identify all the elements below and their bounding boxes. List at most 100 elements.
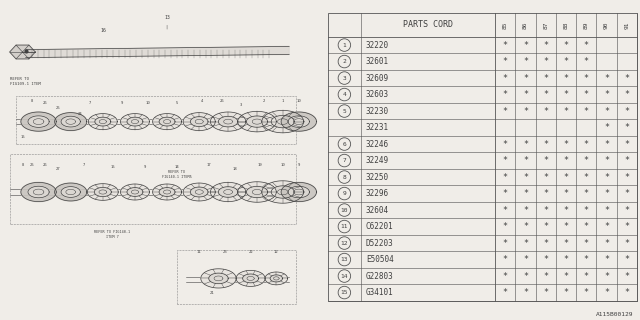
Text: 5: 5 — [175, 101, 178, 105]
Polygon shape — [218, 116, 238, 127]
Text: *: * — [584, 222, 589, 231]
Text: 17: 17 — [207, 164, 211, 167]
Text: *: * — [604, 272, 609, 281]
Text: 3: 3 — [342, 76, 346, 81]
Text: 24: 24 — [78, 112, 83, 116]
Text: 9: 9 — [298, 164, 300, 167]
Text: 32601: 32601 — [366, 57, 389, 66]
Text: *: * — [584, 288, 589, 297]
Text: 2: 2 — [342, 59, 346, 64]
Text: 8: 8 — [31, 100, 33, 103]
Polygon shape — [10, 45, 35, 59]
Text: *: * — [543, 107, 548, 116]
Polygon shape — [243, 274, 259, 283]
Text: *: * — [523, 222, 528, 231]
Polygon shape — [183, 113, 215, 131]
Text: 25: 25 — [56, 106, 60, 110]
Text: 91: 91 — [624, 21, 629, 28]
Text: *: * — [502, 189, 508, 198]
Text: *: * — [584, 57, 589, 66]
Text: 10: 10 — [280, 164, 285, 167]
Text: *: * — [584, 140, 589, 148]
Polygon shape — [265, 272, 287, 285]
Text: *: * — [604, 189, 609, 198]
Polygon shape — [262, 181, 303, 203]
Polygon shape — [238, 182, 276, 202]
Text: *: * — [502, 41, 508, 50]
Text: G22803: G22803 — [366, 272, 394, 281]
Polygon shape — [190, 187, 208, 197]
Text: 1: 1 — [342, 43, 346, 48]
Polygon shape — [94, 188, 111, 196]
Text: *: * — [502, 272, 508, 281]
Text: *: * — [584, 205, 589, 214]
Text: *: * — [604, 74, 609, 83]
Text: *: * — [502, 107, 508, 116]
Text: *: * — [563, 189, 568, 198]
Text: *: * — [563, 205, 568, 214]
Text: *: * — [543, 238, 548, 248]
Text: 26: 26 — [43, 164, 47, 167]
Text: *: * — [584, 172, 589, 181]
Polygon shape — [209, 273, 228, 284]
Text: *: * — [584, 272, 589, 281]
Text: *: * — [502, 74, 508, 83]
Text: 8: 8 — [21, 164, 24, 167]
Text: *: * — [502, 205, 508, 214]
Polygon shape — [281, 112, 316, 131]
Polygon shape — [190, 117, 208, 126]
Text: 15: 15 — [340, 290, 348, 295]
Polygon shape — [159, 117, 175, 126]
Text: *: * — [624, 255, 629, 264]
Text: 32231: 32231 — [366, 123, 389, 132]
Text: *: * — [563, 156, 568, 165]
Text: *: * — [523, 288, 528, 297]
Text: *: * — [624, 74, 629, 83]
Text: 11: 11 — [197, 250, 202, 254]
Text: *: * — [543, 272, 548, 281]
Polygon shape — [21, 182, 56, 202]
Polygon shape — [288, 116, 309, 127]
Text: *: * — [624, 90, 629, 99]
Text: *: * — [563, 57, 568, 66]
Text: 4: 4 — [201, 100, 204, 103]
Polygon shape — [28, 116, 49, 127]
Text: *: * — [563, 107, 568, 116]
Polygon shape — [127, 188, 143, 196]
Text: 23: 23 — [223, 250, 227, 254]
Text: *: * — [502, 57, 508, 66]
Polygon shape — [61, 187, 81, 197]
Text: *: * — [624, 205, 629, 214]
Polygon shape — [271, 116, 294, 128]
Text: *: * — [563, 41, 568, 50]
Polygon shape — [88, 114, 117, 130]
Text: *: * — [624, 172, 629, 181]
Text: *: * — [543, 189, 548, 198]
Text: *: * — [584, 255, 589, 264]
Text: *: * — [523, 156, 528, 165]
Text: 90: 90 — [604, 21, 609, 28]
Text: *: * — [604, 205, 609, 214]
Text: *: * — [624, 107, 629, 116]
Polygon shape — [127, 117, 143, 126]
Text: REFER TO
FIG109-1 ITEM: REFER TO FIG109-1 ITEM — [10, 77, 40, 86]
Text: *: * — [502, 288, 508, 297]
Text: *: * — [584, 74, 589, 83]
Text: *: * — [604, 288, 609, 297]
Text: 32246: 32246 — [366, 140, 389, 148]
Text: *: * — [563, 255, 568, 264]
Text: *: * — [604, 255, 609, 264]
Text: *: * — [604, 90, 609, 99]
Text: *: * — [502, 140, 508, 148]
Polygon shape — [183, 183, 215, 201]
Text: *: * — [624, 238, 629, 248]
Text: *: * — [523, 172, 528, 181]
Text: 32603: 32603 — [366, 90, 389, 99]
Text: *: * — [563, 74, 568, 83]
Text: REFER TO FIG140-1
ITEM 7: REFER TO FIG140-1 ITEM 7 — [94, 230, 131, 239]
Text: *: * — [624, 189, 629, 198]
Text: *: * — [604, 172, 609, 181]
Text: 32296: 32296 — [366, 189, 389, 198]
Text: 26: 26 — [43, 101, 47, 105]
Text: *: * — [584, 90, 589, 99]
